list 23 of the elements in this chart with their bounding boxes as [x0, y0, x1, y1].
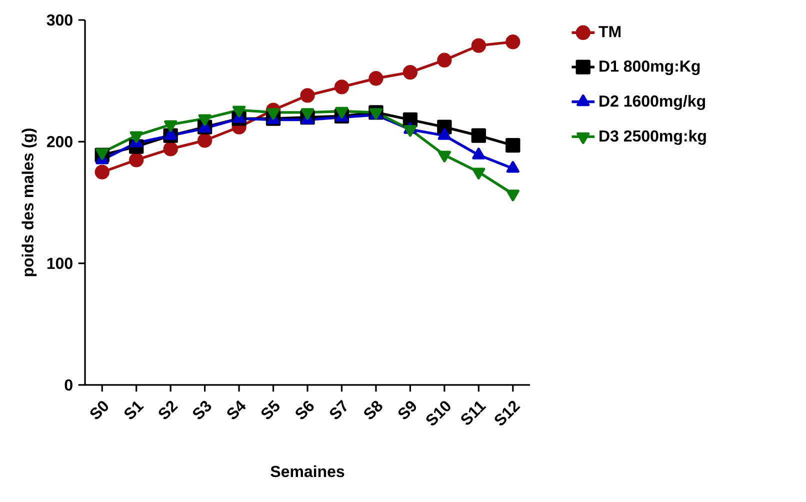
x-tick-label: S1: [124, 401, 144, 420]
legend-label: TM: [598, 26, 621, 38]
x-tick-label: S9: [398, 401, 416, 420]
x-tick-label: S4: [227, 400, 246, 420]
y-axis-title: poids des males (g): [22, 128, 37, 276]
legend-label: D3 2500mg:kg: [600, 130, 706, 145]
legend-label: D1 800mg:Kg: [600, 60, 700, 76]
y-tick-label: 300: [46, 14, 72, 26]
x-tick-label: S6: [296, 400, 314, 420]
y-tick-label: 200: [46, 136, 72, 148]
x-tick-label: S2: [158, 400, 178, 420]
y-tick-label: 0: [64, 379, 72, 391]
x-tick-label: S7: [330, 400, 347, 420]
x-tick-label: S3: [192, 400, 212, 420]
y-tick-label: 100: [47, 258, 72, 269]
x-tick-label: S11: [461, 401, 486, 425]
x-axis-title: Semaines: [270, 465, 344, 478]
x-tick-label: S12: [494, 400, 520, 426]
x-tick-label: S5: [261, 400, 280, 420]
x-tick-label: S8: [364, 400, 382, 420]
x-tick-label: S0: [90, 401, 108, 420]
x-tick-label: S10: [426, 401, 450, 426]
legend-label: D2 1600mg/kg: [600, 94, 706, 110]
